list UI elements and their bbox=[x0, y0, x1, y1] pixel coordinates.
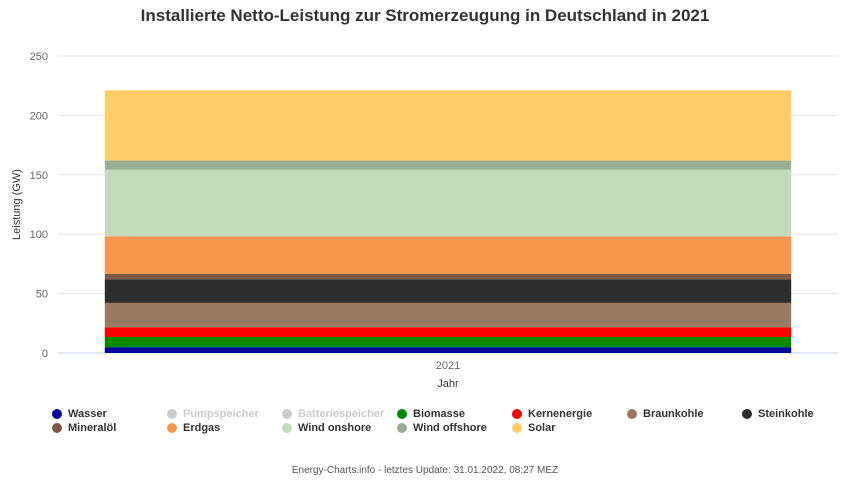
legend-label: Biomasse bbox=[413, 408, 465, 420]
y-tick-label: 250 bbox=[30, 51, 48, 63]
bar-segment-wasser[interactable] bbox=[104, 347, 792, 353]
legend-item-biomasse[interactable]: Biomasse bbox=[397, 407, 465, 421]
legend-item-pumpspeicher[interactable]: Pumpspeicher bbox=[167, 407, 259, 421]
legend-marker bbox=[512, 409, 522, 419]
x-axis-title: Jahr bbox=[437, 378, 459, 390]
legend-label: Pumpspeicher bbox=[183, 408, 259, 420]
legend-item-wasser[interactable]: Wasser bbox=[52, 407, 107, 421]
legend-marker bbox=[397, 409, 407, 419]
bar-segment-solar[interactable] bbox=[104, 90, 792, 161]
legend-marker bbox=[167, 423, 177, 433]
legend-marker bbox=[397, 423, 407, 433]
y-tick-label: 200 bbox=[30, 110, 48, 122]
legend-label: Batteriespeicher bbox=[298, 408, 385, 420]
legend-label: Kernenergie bbox=[528, 408, 593, 420]
legend-item-steinkohle[interactable]: Steinkohle bbox=[742, 407, 814, 421]
legend-marker bbox=[52, 423, 62, 433]
legend-label: Mineralöl bbox=[68, 422, 117, 434]
legend-label: Wind onshore bbox=[298, 422, 372, 434]
legend-item-solar[interactable]: Solar bbox=[512, 421, 556, 435]
y-axis-title: Leistung (GW) bbox=[11, 169, 23, 240]
legend-label: Braunkohle bbox=[643, 408, 704, 420]
legend-item-erdgas[interactable]: Erdgas bbox=[167, 421, 220, 435]
y-tick-label: 0 bbox=[42, 348, 48, 360]
legend-item-kernenergie[interactable]: Kernenergie bbox=[512, 407, 592, 421]
bar-segment-erdgas[interactable] bbox=[104, 236, 792, 274]
legend-item-braunkohle[interactable]: Braunkohle bbox=[627, 407, 704, 421]
legend-marker bbox=[627, 409, 637, 419]
bar-segment-steinkohle[interactable] bbox=[104, 279, 792, 303]
legend-marker bbox=[52, 409, 62, 419]
legend-item-wind-offshore[interactable]: Wind offshore bbox=[397, 421, 487, 435]
bar-segment-biomasse[interactable] bbox=[104, 336, 792, 348]
y-tick-label: 150 bbox=[30, 170, 48, 182]
bar-segment-wind-onshore[interactable] bbox=[104, 169, 792, 237]
legend-marker bbox=[512, 423, 522, 433]
legend-item-wind-onshore[interactable]: Wind onshore bbox=[282, 421, 371, 435]
chart-plot: 0 50 100 150 200 250 Leistung (GW) 2021 Jahr bbox=[11, 51, 838, 390]
legend-item-mineral-l[interactable]: Mineralöl bbox=[52, 421, 116, 435]
legend-marker bbox=[742, 409, 752, 419]
legend-label: Steinkohle bbox=[758, 408, 814, 420]
bar-segment-braunkohle[interactable] bbox=[104, 302, 792, 328]
bar-segment-wind-offshore[interactable] bbox=[104, 160, 792, 170]
legend-marker bbox=[282, 409, 292, 419]
legend-label: Wasser bbox=[68, 408, 107, 420]
bar-segment-mineral-l[interactable] bbox=[104, 273, 792, 280]
legend-item-batteriespeicher[interactable]: Batteriespeicher bbox=[282, 407, 384, 421]
y-tick-label: 100 bbox=[30, 229, 48, 241]
chart-title: Installierte Netto-Leistung zur Stromerz… bbox=[140, 6, 710, 25]
legend-label: Wind offshore bbox=[413, 422, 487, 434]
x-tick-label: 2021 bbox=[436, 360, 460, 372]
legend-label: Solar bbox=[528, 422, 556, 434]
legend-marker bbox=[282, 423, 292, 433]
y-tick-label: 50 bbox=[36, 289, 48, 301]
legend-label: Erdgas bbox=[183, 422, 221, 434]
bar-segment-kernenergie[interactable] bbox=[104, 327, 792, 337]
footer-credit[interactable]: Energy-Charts.info - letztes Update: 31.… bbox=[291, 465, 559, 476]
legend-marker bbox=[167, 409, 177, 419]
